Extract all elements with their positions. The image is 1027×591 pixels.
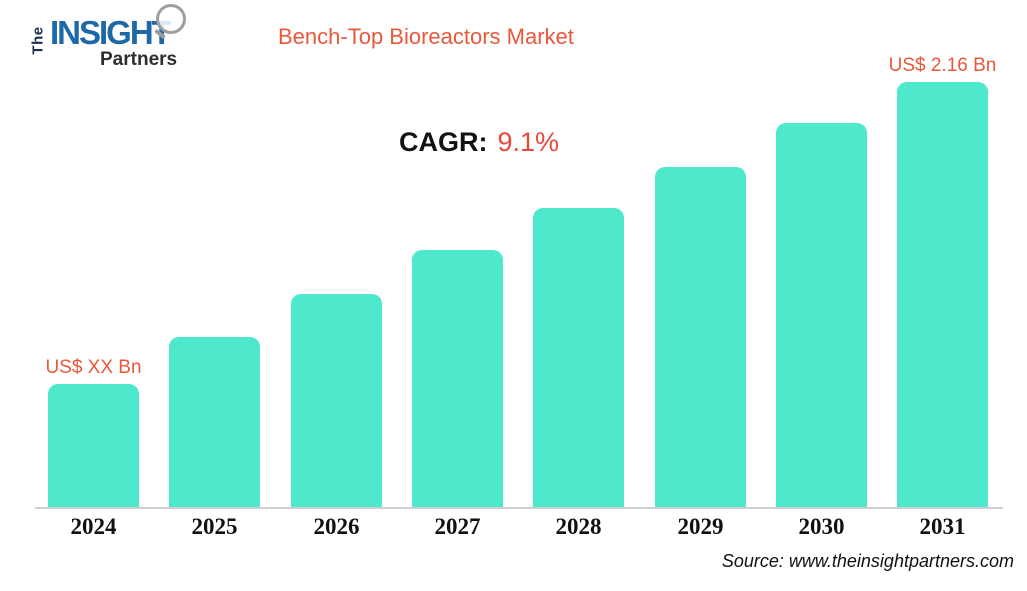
value-label-2031: US$ 2.16 Bn xyxy=(888,55,997,76)
x-axis-label-2027: 2027 xyxy=(434,514,481,539)
insight-partners-logo: The INSIGHT Partners xyxy=(28,4,186,70)
bar-2028 xyxy=(533,208,624,508)
x-axis-label-2031: 2031 xyxy=(919,514,966,539)
cagr-value: 9.1% xyxy=(497,127,560,157)
x-axis-line xyxy=(35,507,1003,509)
value-label-2024: US$ XX Bn xyxy=(45,357,142,378)
bar-2024 xyxy=(48,384,139,508)
x-axis-label-2028: 2028 xyxy=(555,514,602,539)
bar-2030 xyxy=(776,123,867,508)
source-attribution: Source: www.theinsightpartners.com xyxy=(721,551,1014,571)
x-axis-label-2025: 2025 xyxy=(191,514,238,539)
bar-2031 xyxy=(897,82,988,508)
magnifier-icon xyxy=(156,4,186,34)
chart-title: Bench-Top Bioreactors Market xyxy=(278,24,574,49)
bar-2029 xyxy=(655,167,746,508)
x-axis-label-2030: 2030 xyxy=(798,514,845,539)
cagr-annotation: CAGR: 9.1% xyxy=(399,127,559,158)
x-axis-label-2029: 2029 xyxy=(677,514,724,539)
bar-2025 xyxy=(169,337,260,508)
x-axis-label-2026: 2026 xyxy=(313,514,360,539)
bar-2026 xyxy=(291,294,382,508)
logo-insight-text: INSIGHT xyxy=(50,14,172,51)
cagr-label: CAGR: xyxy=(399,127,488,157)
x-axis-label-2024: 2024 xyxy=(70,514,117,539)
logo-partners-text: Partners xyxy=(100,49,178,70)
bar-2027 xyxy=(412,250,503,508)
